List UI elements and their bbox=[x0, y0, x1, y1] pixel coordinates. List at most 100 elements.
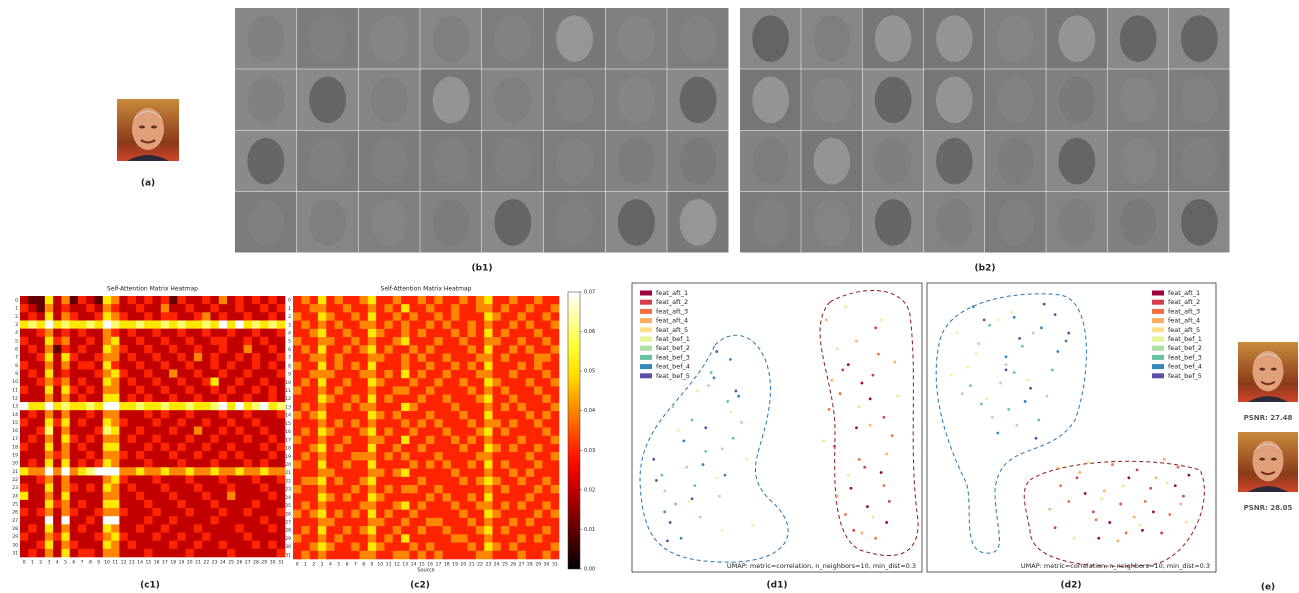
heatmap-cell bbox=[186, 549, 195, 557]
heatmap-cell bbox=[70, 320, 79, 328]
heatmap-cell bbox=[517, 452, 526, 461]
legend-swatch bbox=[640, 327, 652, 332]
x-tick-label: 30 bbox=[544, 562, 550, 568]
heatmap-cell bbox=[70, 304, 79, 312]
heatmap-cell bbox=[468, 534, 477, 543]
heatmap-cell bbox=[326, 329, 335, 338]
heatmap-cell bbox=[144, 296, 153, 304]
heatmap-cell bbox=[376, 534, 385, 543]
heatmap-cell bbox=[20, 484, 29, 492]
heatmap-cell bbox=[53, 541, 62, 549]
heatmap-cell bbox=[78, 459, 87, 467]
heatmap-cell bbox=[376, 411, 385, 420]
heatmap-cell bbox=[517, 460, 526, 469]
heatmap-cell bbox=[368, 485, 377, 494]
scatter-point bbox=[663, 511, 666, 514]
heatmap-cell bbox=[335, 345, 344, 354]
heatmap-cell bbox=[45, 402, 54, 410]
scatter-point bbox=[729, 358, 732, 361]
heatmap-cell bbox=[293, 370, 302, 379]
heatmap-cell bbox=[37, 492, 46, 500]
heatmap-cell bbox=[219, 410, 228, 418]
heatmap-cell bbox=[509, 510, 518, 519]
heatmap-cell bbox=[202, 443, 211, 451]
heatmap-cell bbox=[86, 353, 95, 361]
heatmap-cell bbox=[293, 312, 302, 321]
scatter-point bbox=[825, 319, 828, 322]
heatmap-cell bbox=[551, 395, 560, 404]
heatmap-cell bbox=[468, 304, 477, 313]
heatmap-cell bbox=[418, 543, 427, 552]
y-tick-label: 16 bbox=[12, 428, 18, 434]
heatmap-cell bbox=[343, 428, 352, 437]
heatmap-cell bbox=[219, 475, 228, 483]
heatmap-cell bbox=[360, 469, 369, 478]
heatmap-cell bbox=[426, 493, 435, 502]
heatmap-cell bbox=[169, 312, 178, 320]
heatmap-cell bbox=[111, 500, 120, 508]
scatter-point bbox=[1026, 379, 1029, 382]
scatter-point bbox=[961, 392, 964, 395]
heatmap-cell bbox=[235, 320, 244, 328]
heatmap-cell bbox=[484, 362, 493, 371]
heatmap-cell bbox=[53, 312, 62, 320]
heatmap-cell bbox=[111, 329, 120, 337]
heatmap-cell bbox=[360, 312, 369, 321]
feature-face bbox=[556, 199, 593, 246]
heatmap-cell bbox=[202, 533, 211, 541]
heatmap-cell bbox=[194, 451, 203, 459]
heatmap-cell bbox=[418, 411, 427, 420]
heatmap-cell bbox=[128, 427, 137, 435]
y-tick-label: 19 bbox=[285, 454, 291, 460]
heatmap-cell bbox=[484, 543, 493, 552]
heatmap-cell bbox=[277, 304, 286, 312]
heatmap-cell bbox=[351, 378, 360, 387]
heatmap-cell bbox=[468, 501, 477, 510]
heatmap-cell bbox=[376, 518, 385, 527]
heatmap-cell bbox=[103, 296, 112, 304]
heatmap-cell bbox=[293, 378, 302, 387]
heatmap-cell bbox=[177, 320, 186, 328]
heatmap-cell bbox=[235, 296, 244, 304]
heatmap-cell bbox=[186, 394, 195, 402]
heatmap-cell bbox=[20, 427, 29, 435]
heatmap-cell bbox=[434, 312, 443, 321]
heatmap-cell bbox=[384, 378, 393, 387]
heatmap-cell bbox=[418, 329, 427, 338]
heatmap-cell bbox=[509, 534, 518, 543]
heatmap-cell bbox=[326, 337, 335, 346]
heatmap-cell bbox=[268, 541, 277, 549]
heatmap-cell bbox=[493, 551, 502, 560]
x-tick-label: 21 bbox=[469, 562, 475, 568]
heatmap-cell bbox=[501, 469, 510, 478]
heatmap-cell bbox=[177, 345, 186, 353]
heatmap-cell bbox=[517, 510, 526, 519]
heatmap-cell bbox=[468, 329, 477, 338]
heatmap-cell bbox=[268, 467, 277, 475]
heatmap-cell bbox=[451, 403, 460, 412]
heatmap-cell bbox=[78, 435, 87, 443]
scatter-point bbox=[836, 347, 839, 350]
scatter-point bbox=[1005, 363, 1008, 366]
heatmap-cell bbox=[318, 337, 327, 346]
scatter-point bbox=[844, 513, 847, 516]
x-tick-label: 29 bbox=[535, 562, 541, 568]
feature-face bbox=[1059, 77, 1096, 124]
heatmap-cell bbox=[534, 403, 543, 412]
y-tick-label: 26 bbox=[285, 511, 291, 517]
panel-label: (c2) bbox=[410, 581, 430, 591]
heatmap-cell bbox=[177, 492, 186, 500]
scatter-point bbox=[1141, 529, 1144, 532]
heatmap-cell bbox=[360, 378, 369, 387]
heatmap-cell bbox=[95, 549, 104, 557]
heatmap-cell bbox=[534, 386, 543, 395]
heatmap-cell bbox=[28, 443, 37, 451]
heatmap-cell bbox=[177, 475, 186, 483]
heatmap-cell bbox=[128, 533, 137, 541]
heatmap-cell bbox=[318, 485, 327, 494]
heatmap-cell bbox=[418, 304, 427, 313]
heatmap-cell bbox=[459, 370, 468, 379]
heatmap-cell bbox=[526, 428, 535, 437]
heatmap-cell bbox=[376, 378, 385, 387]
heatmap-cell bbox=[61, 394, 70, 402]
